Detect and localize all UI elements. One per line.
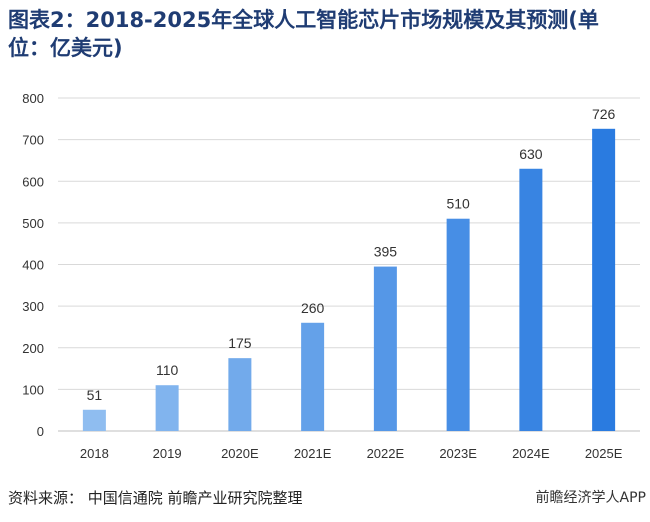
x-axis-ticks: 2018 2019 2020E 2021E 2022E 2023E 2024E 2025E bbox=[80, 446, 623, 461]
brand-watermark: 前瞻经济学人APP bbox=[535, 490, 646, 506]
y-tick-label: 400 bbox=[22, 258, 44, 273]
data-label-2019: 110 bbox=[156, 362, 179, 378]
data-label-2018: 51 bbox=[87, 387, 103, 403]
bar-2023E bbox=[446, 218, 470, 431]
x-tick-label: 2023E bbox=[439, 446, 477, 461]
chart-title: 图表2：2018-2025年全球人工智能芯片市场规模及其预测(单位：亿美元) bbox=[8, 8, 599, 60]
bars bbox=[82, 128, 616, 432]
bar-chart: 0 100 200 300 400 500 600 700 800 51 110 175 260 395… bbox=[22, 91, 640, 461]
y-tick-label: 700 bbox=[22, 133, 44, 148]
y-tick-label: 200 bbox=[22, 341, 44, 356]
gridlines bbox=[58, 97, 640, 432]
x-tick-label: 2020E bbox=[221, 446, 259, 461]
data-label-2021E: 260 bbox=[301, 300, 325, 316]
x-tick-label: 2019 bbox=[153, 446, 182, 461]
data-labels: 51 110 175 260 395 510 630 726 bbox=[87, 106, 616, 403]
y-tick-label: 500 bbox=[22, 216, 44, 231]
source-note: 资料来源： 中国信通院 前瞻产业研究院整理 bbox=[8, 489, 303, 507]
bar-2018 bbox=[82, 409, 106, 431]
bar-2022E bbox=[373, 266, 397, 431]
bar-2019 bbox=[155, 385, 179, 431]
y-tick-label: 100 bbox=[22, 382, 44, 397]
data-label-2020E: 175 bbox=[228, 335, 252, 351]
x-tick-label: 2022E bbox=[367, 446, 405, 461]
bar-2020E bbox=[228, 358, 252, 431]
y-tick-label: 600 bbox=[22, 174, 44, 189]
x-tick-label: 2018 bbox=[80, 446, 109, 461]
bar-2025E bbox=[592, 128, 616, 432]
x-tick-label: 2025E bbox=[585, 446, 623, 461]
y-tick-label: 0 bbox=[37, 424, 44, 439]
y-axis-ticks: 0 100 200 300 400 500 600 700 800 bbox=[22, 91, 44, 439]
bar-2024E bbox=[519, 168, 543, 431]
data-label-2022E: 395 bbox=[374, 244, 398, 260]
y-tick-label: 300 bbox=[22, 299, 44, 314]
data-label-2023E: 510 bbox=[446, 196, 470, 212]
x-tick-label: 2024E bbox=[512, 446, 550, 461]
bar-2021E bbox=[301, 322, 325, 431]
data-label-2025E: 726 bbox=[592, 106, 616, 122]
data-label-2024E: 630 bbox=[519, 146, 543, 162]
x-tick-label: 2021E bbox=[294, 446, 332, 461]
y-tick-label: 800 bbox=[22, 91, 44, 106]
